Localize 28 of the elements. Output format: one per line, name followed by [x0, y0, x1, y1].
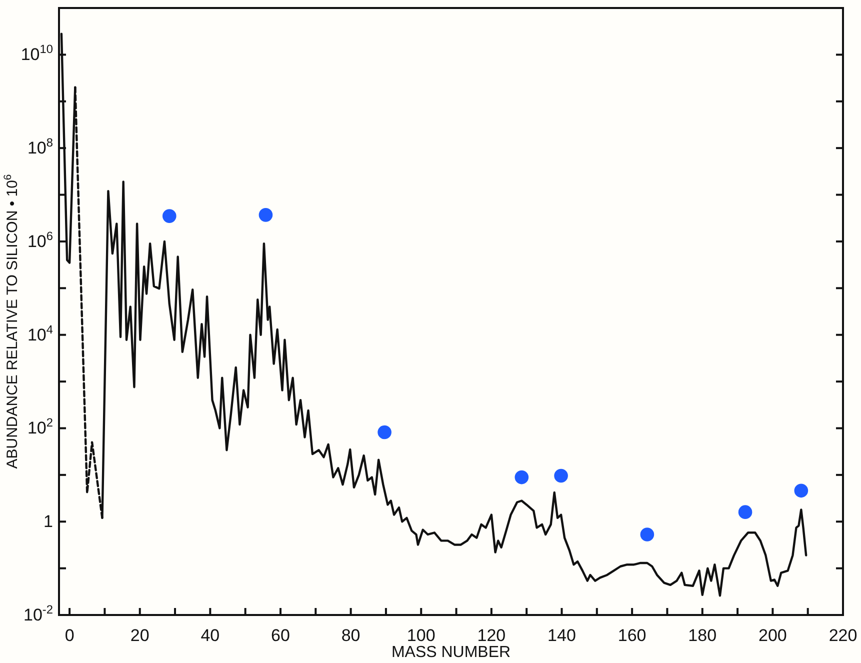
- y-tick-label: 10$^{8}$: [27, 136, 54, 158]
- x-tick-label: 160: [618, 626, 646, 646]
- x-tick-label: 20: [130, 626, 150, 646]
- x-tick-label: 220: [828, 626, 858, 646]
- y-tick-label: 1: [44, 512, 53, 532]
- point: [554, 468, 568, 483]
- x-tick-label: 140: [548, 626, 576, 646]
- point: [162, 209, 176, 223]
- y-tick-label: 10$^{4}$: [27, 322, 54, 344]
- point: [258, 208, 273, 222]
- x-tick-label: 100: [406, 626, 436, 646]
- x-tick-label: 120: [477, 626, 506, 646]
- y-tick-label: 10$^{2}$: [27, 416, 54, 438]
- point: [514, 470, 529, 484]
- x-tick-label: 60: [271, 626, 290, 646]
- point: [378, 425, 392, 440]
- x-tick-label: 200: [758, 626, 787, 646]
- x-tick-label: 40: [200, 626, 220, 646]
- x-tick-label: 0: [64, 626, 74, 646]
- x-axis-title: MASS NUMBER: [391, 644, 511, 661]
- point: [738, 505, 752, 519]
- y-tick-label: 10$^{6}$: [27, 228, 54, 251]
- x-tick-label: 80: [341, 626, 360, 646]
- point: [640, 528, 654, 542]
- y-tick-label: 10$^{-2}$: [24, 602, 54, 624]
- point: [794, 484, 808, 498]
- x-tick-label: 180: [688, 626, 717, 646]
- y-tick-label: 10$^{10}$: [20, 42, 54, 64]
